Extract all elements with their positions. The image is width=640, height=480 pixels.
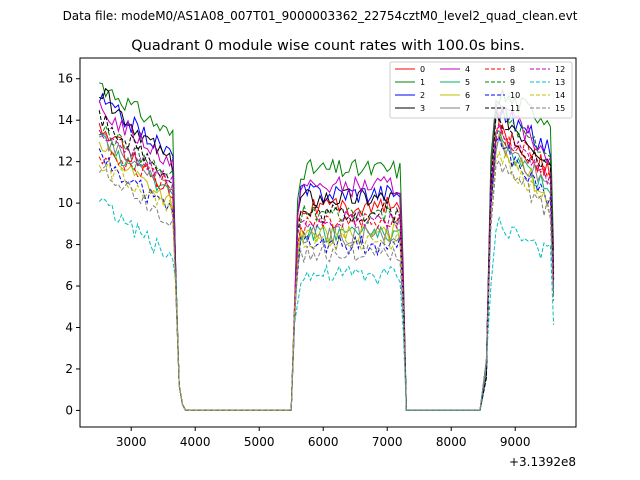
x-axis-ticks: 3000 4000 5000 6000 7000 8000 9000: [116, 427, 531, 449]
chart-suptitle: Data file: modeM0/AS1A08_007T01_90000033…: [63, 9, 578, 23]
y-tick-label: 8: [65, 238, 73, 252]
x-tick-label: 5000: [244, 435, 275, 449]
series-line-8: [98, 120, 555, 411]
y-tick-label: 2: [65, 362, 73, 376]
series-line-14: [98, 150, 555, 411]
x-tick-label: 3000: [116, 435, 147, 449]
legend-label-11: 11: [510, 104, 520, 113]
legend-box: [389, 61, 573, 119]
legend-label-15: 15: [555, 104, 565, 113]
series-line-12: [98, 123, 555, 411]
legend-label-0: 0: [420, 65, 425, 74]
y-tick-label: 6: [65, 279, 73, 293]
y-axis-ticks: 0 2 4 6 8 10 12 14 16: [58, 72, 80, 417]
x-tick-label: 8000: [436, 435, 467, 449]
y-tick-label: 0: [65, 403, 73, 417]
series-line-9: [98, 100, 555, 411]
x-tick-label: 7000: [372, 435, 403, 449]
chart-title: Quadrant 0 module wise count rates with …: [131, 38, 525, 54]
series-line-15: [98, 159, 555, 411]
legend-label-3: 3: [420, 104, 425, 113]
y-tick-label: 4: [65, 320, 73, 334]
legend-label-12: 12: [555, 65, 565, 74]
x-axis-offset-label: +3.1392e8: [509, 455, 576, 469]
legend-label-14: 14: [555, 91, 565, 100]
legend-label-1: 1: [420, 78, 425, 87]
legend-label-6: 6: [465, 91, 470, 100]
y-tick-label: 14: [58, 113, 73, 127]
legend-label-4: 4: [465, 65, 470, 74]
x-tick-label: 4000: [180, 435, 211, 449]
x-tick-label: 6000: [308, 435, 339, 449]
series-line-4: [98, 100, 555, 411]
y-tick-label: 12: [58, 155, 73, 169]
series-line-1: [99, 82, 555, 411]
legend-label-10: 10: [510, 91, 520, 100]
legend-label-8: 8: [510, 65, 515, 74]
legend-label-13: 13: [555, 78, 565, 87]
series-line-13: [98, 197, 555, 411]
y-tick-label: 16: [58, 72, 73, 86]
y-tick-label: 10: [58, 196, 73, 210]
series-line-11: [98, 110, 555, 411]
x-tick-label: 9000: [500, 435, 531, 449]
legend-label-5: 5: [465, 78, 470, 87]
legend-label-7: 7: [465, 104, 470, 113]
series-lines: [98, 82, 555, 411]
legend-label-9: 9: [510, 78, 515, 87]
legend-label-2: 2: [420, 91, 425, 100]
